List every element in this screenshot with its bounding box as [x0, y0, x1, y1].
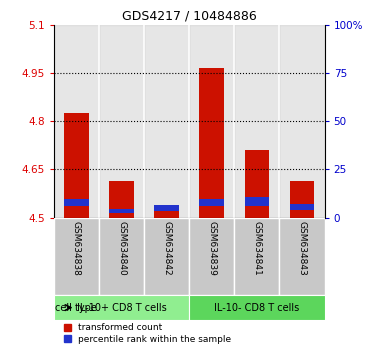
Text: GSM634842: GSM634842 [162, 222, 171, 276]
Bar [64, 199, 89, 206]
Bar [290, 204, 315, 210]
Bar [234, 25, 279, 218]
FancyBboxPatch shape [189, 218, 234, 295]
Bar [144, 25, 189, 218]
Bar [64, 113, 89, 218]
Text: GSM634839: GSM634839 [207, 222, 216, 276]
Bar [199, 199, 224, 206]
FancyBboxPatch shape [99, 218, 144, 295]
Text: cell type: cell type [55, 303, 96, 313]
FancyBboxPatch shape [279, 218, 325, 295]
Bar [244, 150, 269, 218]
Text: GSM634843: GSM634843 [298, 222, 306, 276]
Bar [199, 68, 224, 218]
Bar [154, 206, 179, 218]
Bar [244, 198, 269, 206]
Text: GSM634841: GSM634841 [252, 222, 262, 276]
Legend: transformed count, percentile rank within the sample: transformed count, percentile rank withi… [64, 324, 231, 344]
Text: GSM634838: GSM634838 [72, 222, 81, 276]
Bar [290, 181, 315, 218]
FancyBboxPatch shape [54, 295, 189, 320]
Bar [109, 209, 134, 213]
FancyBboxPatch shape [189, 295, 325, 320]
Bar [109, 181, 134, 218]
Text: IL-10+ CD8 T cells: IL-10+ CD8 T cells [77, 303, 166, 313]
Text: GSM634840: GSM634840 [117, 222, 126, 276]
FancyBboxPatch shape [144, 218, 189, 295]
FancyBboxPatch shape [234, 218, 279, 295]
Title: GDS4217 / 10484886: GDS4217 / 10484886 [122, 9, 257, 22]
Bar [154, 205, 179, 211]
Bar [189, 25, 234, 218]
Bar [54, 25, 99, 218]
Text: IL-10- CD8 T cells: IL-10- CD8 T cells [214, 303, 299, 313]
FancyBboxPatch shape [54, 218, 99, 295]
Bar [279, 25, 325, 218]
Bar [99, 25, 144, 218]
